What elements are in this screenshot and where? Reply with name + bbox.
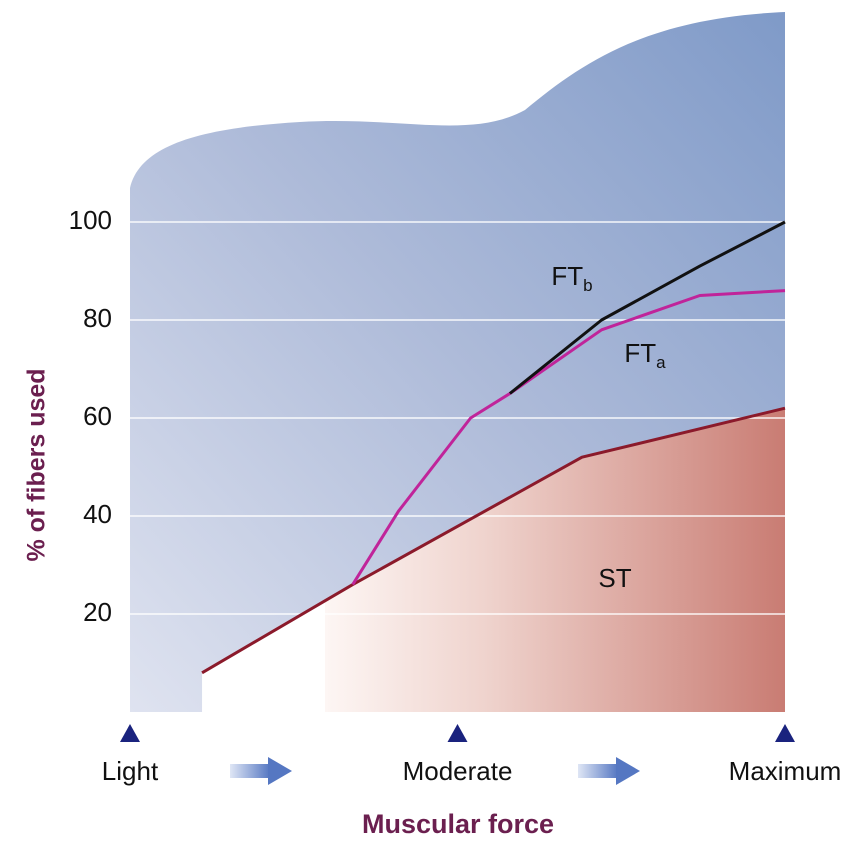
force-arrow bbox=[578, 757, 640, 785]
chart: 20406080100LightModerateMaximumSTFTaFTb … bbox=[0, 0, 860, 841]
series-label-subscript: a bbox=[656, 353, 666, 372]
x-tick-label: Light bbox=[102, 756, 159, 786]
x-tick-label: Maximum bbox=[729, 756, 842, 786]
series-label-name: FT bbox=[551, 261, 583, 291]
series-label: ST bbox=[598, 563, 631, 593]
y-tick-label: 80 bbox=[83, 303, 112, 333]
force-arrow bbox=[230, 757, 292, 785]
y-tick-label: 60 bbox=[83, 401, 112, 431]
x-tick-mark bbox=[120, 724, 140, 742]
x-tick-label: Moderate bbox=[403, 756, 513, 786]
y-tick-label: 20 bbox=[83, 597, 112, 627]
series-label-name: FT bbox=[624, 338, 656, 368]
x-axis-title: Muscular force bbox=[362, 809, 554, 839]
series-label-name: ST bbox=[598, 563, 631, 593]
y-tick-label: 40 bbox=[83, 499, 112, 529]
series-label-subscript: b bbox=[583, 276, 592, 295]
x-tick-mark bbox=[448, 724, 468, 742]
y-axis-title: % of fibers used bbox=[23, 368, 51, 561]
x-tick-mark bbox=[775, 724, 795, 742]
y-tick-label: 100 bbox=[69, 205, 112, 235]
